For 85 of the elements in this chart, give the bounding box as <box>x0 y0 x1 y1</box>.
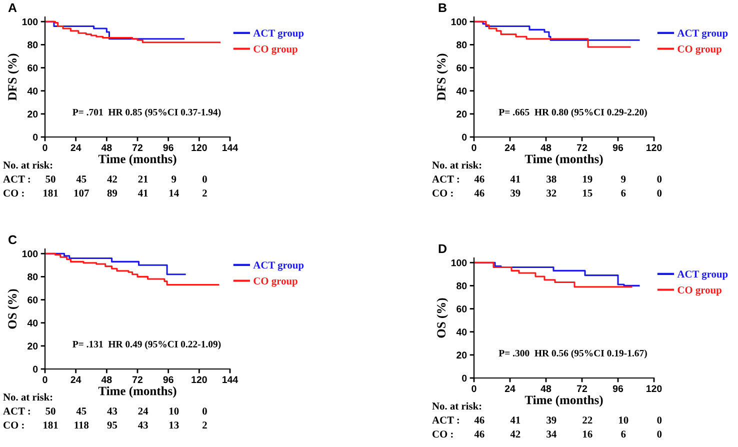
y-tick-label: 100 <box>22 18 38 26</box>
text: ACT : 46 41 39 22 10 0 <box>432 416 662 424</box>
y-tick-label: 60 <box>28 64 38 72</box>
y-tick-label: 20 <box>456 110 467 118</box>
legend-label: ACT group <box>253 30 304 39</box>
x-tick-label: 24 <box>504 385 516 392</box>
x-tick-label: 120 <box>192 144 207 152</box>
annotation: P= .665 HR 0.80 (95%CI 0.29-2.20) <box>498 108 647 118</box>
x-tick-label: 144 <box>222 376 238 383</box>
legend-label: ACT group <box>253 262 304 271</box>
chart-title: D <box>438 244 446 254</box>
y-axis-title: DFS (%) <box>436 54 448 101</box>
text: No. at risk: <box>3 393 52 401</box>
x-tick-label: 120 <box>646 385 662 392</box>
y-axis-title: OS (%) <box>8 289 20 329</box>
x-tick-label: 120 <box>646 144 662 152</box>
text: No. at risk: <box>3 161 52 169</box>
x-tick-label: 48 <box>540 385 552 392</box>
x-tick-label: 48 <box>101 376 112 384</box>
y-tick-label: 20 <box>28 342 38 350</box>
x-tick-label: 72 <box>577 144 588 151</box>
legend-label: CO group <box>678 45 722 55</box>
y-tick-label: 0 <box>462 134 467 141</box>
text: CO : 46 39 32 15 6 0 <box>432 190 662 197</box>
x-axis-title: Time (months) <box>524 154 603 166</box>
x-tick-label: 144 <box>222 144 238 151</box>
y-tick-label: 20 <box>28 110 38 118</box>
legend-label: CO group <box>254 45 298 55</box>
legend-label: CO group <box>254 277 298 287</box>
legend-label: CO group <box>678 286 722 296</box>
y-tick-label: 80 <box>28 41 38 48</box>
x-tick-label: 120 <box>192 376 207 384</box>
x-tick-label: 48 <box>101 144 112 152</box>
x-tick-label: 96 <box>163 144 174 152</box>
y-tick-label: 40 <box>456 88 467 94</box>
legend-label: ACT group <box>677 270 728 280</box>
y-tick-label: 100 <box>451 259 467 266</box>
legend-label: ACT group <box>677 30 728 39</box>
x-tick-label: 0 <box>472 144 476 152</box>
chart-title: A <box>8 3 17 12</box>
x-tick-label: 0 <box>42 376 48 384</box>
x-axis-title: Time (months) <box>98 386 176 398</box>
text: ACT : 46 41 38 19 9 0 <box>432 176 662 183</box>
x-tick-label: 96 <box>612 144 624 152</box>
y-tick-label: 100 <box>451 18 467 26</box>
y-axis-title: OS (%) <box>436 298 448 338</box>
y-tick-label: 100 <box>22 250 38 258</box>
x-tick-label: 0 <box>472 385 476 392</box>
text: No. at risk: <box>432 161 482 169</box>
x-tick-label: 72 <box>132 376 143 383</box>
y-tick-label: 40 <box>456 328 467 336</box>
x-tick-label: 72 <box>132 144 143 151</box>
text: ACT : 50 45 43 24 10 0 <box>3 408 207 415</box>
y-tick-label: 60 <box>456 64 467 72</box>
text: No. at risk: <box>432 402 482 410</box>
y-tick-label: 80 <box>456 282 467 290</box>
y-tick-label: 40 <box>27 320 38 326</box>
x-tick-label: 0 <box>42 144 48 152</box>
y-tick-label: 0 <box>33 134 38 141</box>
y-tick-label: 40 <box>27 88 38 94</box>
text: CO : 181 107 89 41 14 2 <box>4 190 207 197</box>
x-axis-title: Time (months) <box>524 395 603 407</box>
text: ACT : 50 45 42 21 9 0 <box>3 176 207 183</box>
y-tick-label: 60 <box>456 306 467 312</box>
text: CO : 181 118 95 43 13 2 <box>4 422 207 429</box>
x-axis-title: Time (months) <box>98 154 176 166</box>
y-tick-label: 0 <box>33 366 38 373</box>
y-tick-label: 20 <box>456 352 467 359</box>
x-tick-label: 96 <box>163 376 174 384</box>
chart-title: C <box>8 235 17 244</box>
x-tick-label: 24 <box>504 144 516 151</box>
y-tick-label: 80 <box>28 273 38 280</box>
text: CO : 46 42 34 16 6 0 <box>432 430 662 438</box>
chart-title: B <box>438 3 446 12</box>
annotation: P= .701 HR 0.85 (95%CI 0.37-1.94) <box>72 108 221 118</box>
x-tick-label: 48 <box>540 144 552 152</box>
annotation: P= .300 HR 0.56 (95%CI 0.19-1.67) <box>498 350 647 358</box>
annotation: P= .131 HR 0.49 (95%CI 0.22-1.09) <box>72 340 221 350</box>
x-tick-label: 24 <box>70 376 82 383</box>
x-tick-label: 72 <box>577 385 588 392</box>
y-axis-title: DFS (%) <box>8 54 20 101</box>
y-tick-label: 80 <box>456 41 467 48</box>
x-tick-label: 24 <box>70 144 82 151</box>
x-tick-label: 96 <box>612 385 624 392</box>
y-tick-label: 60 <box>28 296 38 304</box>
